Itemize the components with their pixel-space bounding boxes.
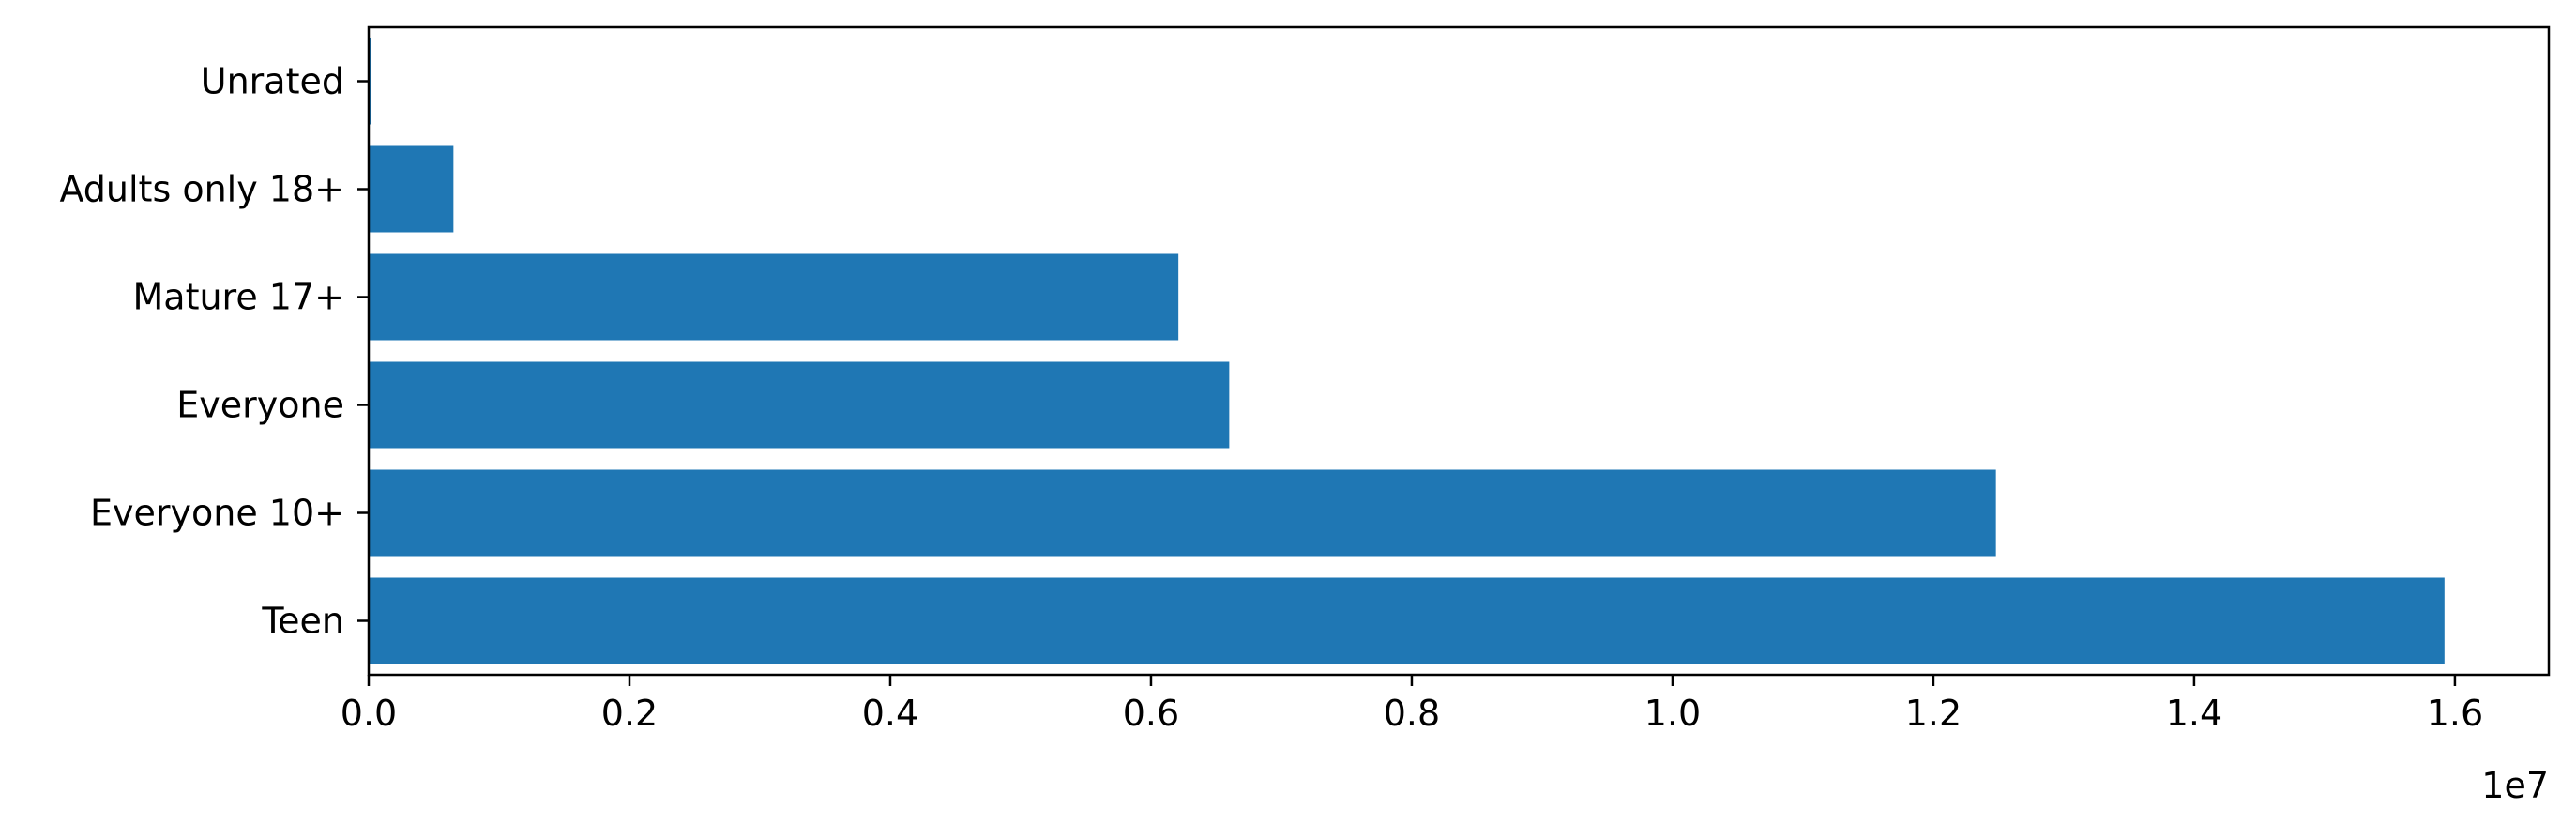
y-axis-ticks: Teen Everyone 10+ Everyone Mature 17+ Adults… <box>59 61 369 642</box>
x-tick-label: 1.2 <box>1905 693 1962 734</box>
x-tick-label: 0.6 <box>1123 693 1179 734</box>
x-axis-ticks: 0.0 0.2 0.4 0.6 0.8 1.0 1.2 1.4 1.6 <box>341 675 2483 734</box>
bar-mature-17 <box>369 253 1179 341</box>
x-tick-label: 0.8 <box>1384 693 1440 734</box>
y-tick-label: Unrated <box>201 61 344 102</box>
x-tick-label: 1.4 <box>2166 693 2222 734</box>
plot-frame <box>367 25 2551 677</box>
x-tick-label: 0.0 <box>341 693 397 734</box>
bar-unrated <box>369 38 371 125</box>
x-tick-label: 1.6 <box>2427 693 2483 734</box>
y-tick-label: Mature 17+ <box>133 277 345 318</box>
x-axis-offset-label: 1e7 <box>2481 765 2549 806</box>
x-tick-label: 0.4 <box>862 693 918 734</box>
bar-everyone <box>369 361 1230 449</box>
bar-adults-only-18 <box>369 145 454 233</box>
y-tick-label: Adults only 18+ <box>59 169 344 210</box>
y-tick-label: Everyone 10+ <box>90 493 344 534</box>
x-tick-label: 0.2 <box>601 693 658 734</box>
bar-teen <box>369 577 2445 664</box>
y-tick-label: Teen <box>261 601 344 642</box>
y-tick-label: Everyone <box>176 385 344 426</box>
x-tick-label: 1.0 <box>1644 693 1701 734</box>
bar-everyone-10 <box>369 469 1996 557</box>
bars-group <box>369 38 2445 664</box>
